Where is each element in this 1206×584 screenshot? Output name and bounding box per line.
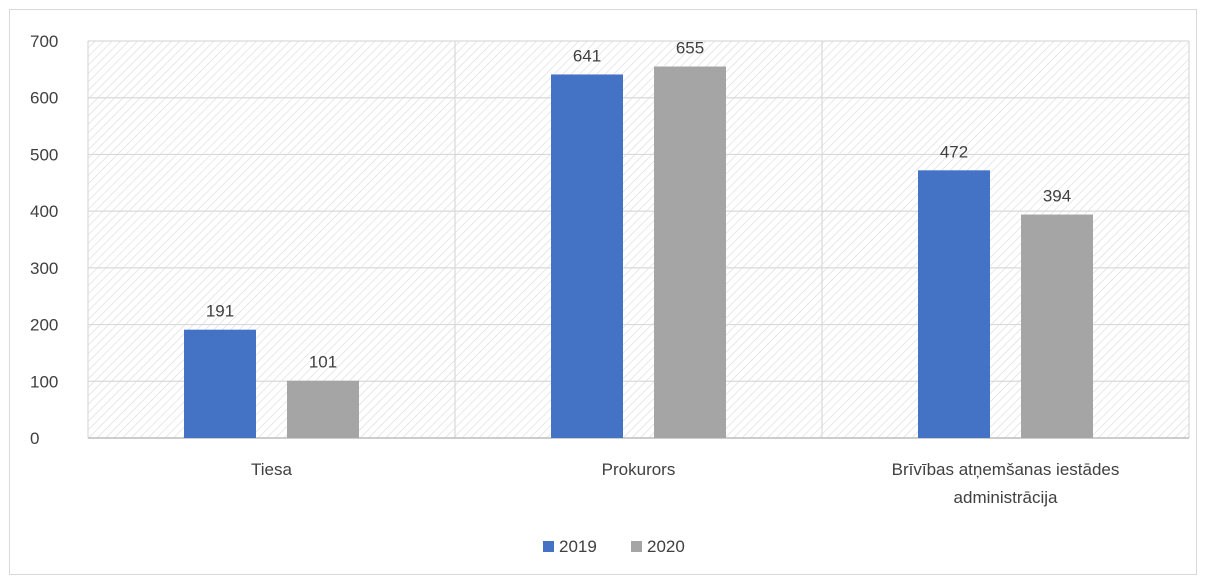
legend-label-2019: 2019 — [559, 537, 597, 556]
y-tick-label: 0 — [30, 429, 39, 448]
y-tick-label: 100 — [30, 372, 58, 391]
y-tick-label: 200 — [30, 316, 58, 335]
legend-swatch-2020 — [631, 541, 642, 552]
data-label: 394 — [1043, 187, 1071, 206]
bar-2020-2 — [1021, 214, 1093, 438]
bar-2019-1 — [551, 74, 623, 438]
data-label: 191 — [206, 302, 234, 321]
data-label: 101 — [309, 353, 337, 372]
legend-swatch-2019 — [543, 541, 554, 552]
data-label: 641 — [573, 46, 601, 65]
bar-2019-2 — [918, 170, 990, 438]
y-tick-label: 600 — [30, 89, 58, 108]
category-label: Prokurors — [602, 460, 676, 479]
y-tick-label: 700 — [30, 32, 58, 51]
data-label: 655 — [676, 39, 704, 58]
y-tick-label: 300 — [30, 259, 58, 278]
category-label: Brīvības atņemšanas iestādes — [892, 460, 1120, 479]
data-label: 472 — [940, 142, 968, 161]
category-label: Tiesa — [251, 460, 292, 479]
legend-label-2020: 2020 — [647, 537, 685, 556]
category-label: administrācija — [954, 488, 1058, 507]
plot-area — [88, 41, 1189, 438]
y-tick-label: 500 — [30, 145, 58, 164]
bar-2019-0 — [184, 329, 256, 438]
y-tick-label: 400 — [30, 202, 58, 221]
bar-2020-0 — [287, 380, 359, 438]
bar-2020-1 — [654, 66, 726, 439]
